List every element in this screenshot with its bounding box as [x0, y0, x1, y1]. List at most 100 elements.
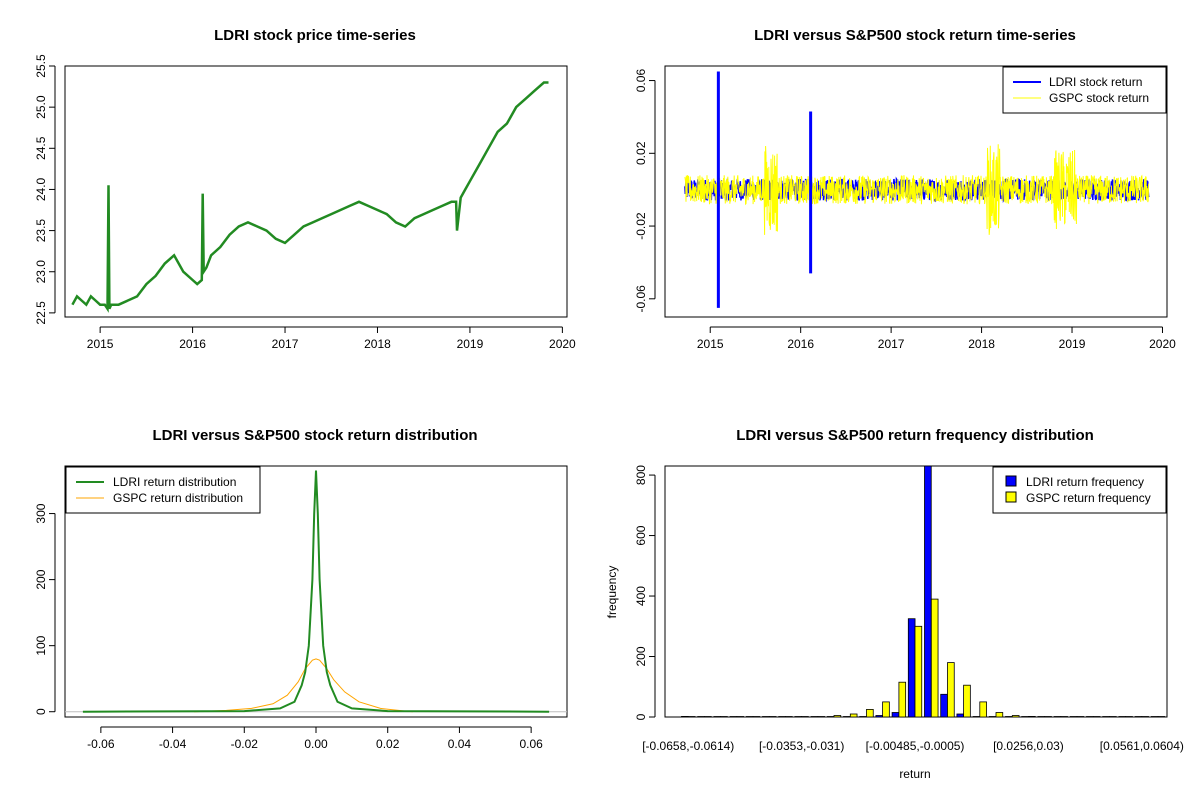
gspc-freq-bar [1044, 716, 1052, 718]
ldri-freq-bar [1102, 716, 1110, 718]
gspc-freq-bar [1125, 716, 1133, 718]
legend-label-ldri-density: LDRI return distribution [113, 475, 236, 489]
freq-legend-box [992, 466, 1167, 514]
ldri-freq-bar [907, 618, 916, 718]
y-tick-label: 23.0 [34, 260, 48, 284]
freq-category-label: [-0.0353,-0.031) [759, 739, 844, 753]
price-plot-box [64, 65, 568, 318]
ldri-freq-bar [988, 716, 997, 718]
gspc-freq-bar [947, 662, 955, 718]
ldri-freq-bar [1118, 716, 1127, 718]
gspc-freq-bar [1028, 716, 1036, 718]
x-tick-label: 2019 [1059, 337, 1086, 351]
gspc-density-line [194, 658, 413, 713]
gspc-freq-bar [687, 716, 696, 718]
gspc-freq-bar [833, 715, 842, 718]
freq-category-label: [0.0561,0.0604) [1100, 739, 1184, 753]
legend-label-ldri-freq: LDRI return frequency [1026, 475, 1144, 489]
gspc-freq-bar [736, 716, 745, 718]
y-tick-label: 0 [34, 708, 48, 715]
y-tick-label: -0.06 [634, 285, 648, 313]
x-tick-label: 2020 [549, 337, 576, 351]
legend-label-ldri-return: LDRI stock return [1049, 75, 1142, 89]
density-panel: LDRI versus S&P500 stock return distribu… [34, 427, 568, 751]
ldri-freq-bar [1086, 716, 1094, 718]
ldri-freq-bar [697, 716, 705, 718]
x-tick-label: -0.02 [231, 737, 259, 751]
returns-title: LDRI versus S&P500 stock return time-ser… [754, 27, 1076, 44]
gspc-freq-bar [768, 716, 777, 718]
y-tick-label: -0.02 [634, 212, 648, 240]
ldri-freq-bar [875, 715, 884, 718]
x-tick-label: 2016 [179, 337, 206, 351]
ldri-density-line [82, 470, 550, 713]
density-title: LDRI versus S&P500 stock return distribu… [152, 427, 477, 444]
ldri-freq-bar [810, 716, 819, 718]
ldri-freq-bar [762, 716, 770, 718]
density-legend: LDRI return distribution GSPC return dis… [65, 466, 261, 514]
gspc-freq-bar [1109, 716, 1117, 718]
price-title: LDRI stock price time-series [214, 27, 416, 44]
y-tick-label: 25.0 [34, 95, 48, 119]
gspc-freq-bar [914, 625, 923, 718]
returns-legend: LDRI stock return GSPC stock return [1002, 66, 1167, 114]
x-tick-label: 2018 [364, 337, 391, 351]
ldri-freq-bar [1150, 716, 1159, 718]
gspc-freq-bar [1060, 716, 1068, 718]
gspc-freq-bar [979, 701, 987, 718]
legend-swatch-ldri-freq [1005, 475, 1017, 487]
gspc-freq-bar [930, 598, 939, 718]
ldri-freq-bar [940, 693, 948, 718]
x-tick-label: 2017 [272, 337, 299, 351]
x-tick-label: -0.06 [87, 737, 115, 751]
returns-legend-box [1002, 66, 1167, 114]
gspc-freq-bar [817, 716, 826, 718]
x-tick-label: 0.06 [519, 737, 543, 751]
y-tick-label: 800 [634, 465, 648, 485]
y-tick-label: 400 [634, 586, 648, 606]
y-tick-label: 0.06 [634, 69, 648, 93]
y-tick-label: 200 [34, 569, 48, 589]
gspc-freq-bar [1011, 715, 1020, 718]
gspc-freq-bar [1141, 716, 1149, 718]
freq-category-label: [-0.00485,-0.0005) [866, 739, 965, 753]
x-tick-label: 2018 [968, 337, 995, 351]
gspc-freq-bar [963, 684, 971, 718]
y-tick-label: 24.5 [34, 136, 48, 160]
gspc-freq-bar [752, 716, 761, 718]
gspc-freq-bar [704, 716, 712, 718]
y-tick-label: 100 [34, 635, 48, 655]
ldri-freq-bar [843, 716, 851, 718]
y-tick-label: 0 [634, 713, 648, 720]
ldri-freq-bar [1005, 716, 1013, 718]
y-tick-label: 0.02 [634, 141, 648, 165]
gspc-freq-bar [882, 701, 890, 718]
x-tick-label: 2019 [457, 337, 484, 351]
ldri-price-line [71, 81, 549, 313]
gspc-freq-bar [849, 713, 858, 718]
x-tick-label: 2020 [1149, 337, 1176, 351]
ldri-freq-bar [729, 716, 738, 718]
y-tick-label: 24.0 [34, 177, 48, 201]
y-tick-label: 600 [634, 525, 648, 545]
freq-xlabel: return [899, 767, 930, 781]
x-tick-label: 0.00 [304, 737, 328, 751]
gspc-freq-bar [785, 716, 793, 718]
ldri-freq-bar [794, 716, 803, 718]
freq-category-label: [-0.0658,-0.0614) [642, 739, 734, 753]
gspc-freq-bar [720, 716, 728, 718]
ldri-freq-bar [1053, 716, 1062, 718]
ldri-freq-bar [972, 716, 981, 718]
returns-panel: LDRI versus S&P500 stock return time-ser… [634, 27, 1176, 351]
y-tick-label: 25.5 [34, 54, 48, 78]
ldri-freq-bar [745, 716, 754, 718]
x-tick-label: 2017 [878, 337, 905, 351]
x-tick-label: 2016 [787, 337, 814, 351]
ldri-freq-bar [1037, 716, 1046, 718]
ldri-freq-bar [1134, 716, 1143, 718]
freq-ylabel: frequency [605, 566, 619, 619]
x-tick-label: -0.04 [159, 737, 187, 751]
gspc-freq-bar [898, 681, 907, 718]
ldri-freq-bar [713, 716, 722, 718]
